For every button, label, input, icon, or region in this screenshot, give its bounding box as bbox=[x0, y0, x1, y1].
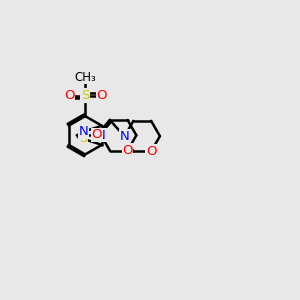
Text: CH₃: CH₃ bbox=[74, 71, 96, 84]
Text: S: S bbox=[81, 89, 89, 102]
Text: O: O bbox=[122, 144, 133, 157]
Text: N: N bbox=[79, 125, 88, 138]
Text: O: O bbox=[92, 128, 102, 141]
Text: O: O bbox=[96, 89, 107, 102]
Text: N: N bbox=[120, 130, 130, 143]
Text: N: N bbox=[96, 129, 106, 142]
Text: O: O bbox=[64, 89, 74, 102]
Text: O: O bbox=[146, 145, 156, 158]
Text: S: S bbox=[80, 132, 88, 146]
